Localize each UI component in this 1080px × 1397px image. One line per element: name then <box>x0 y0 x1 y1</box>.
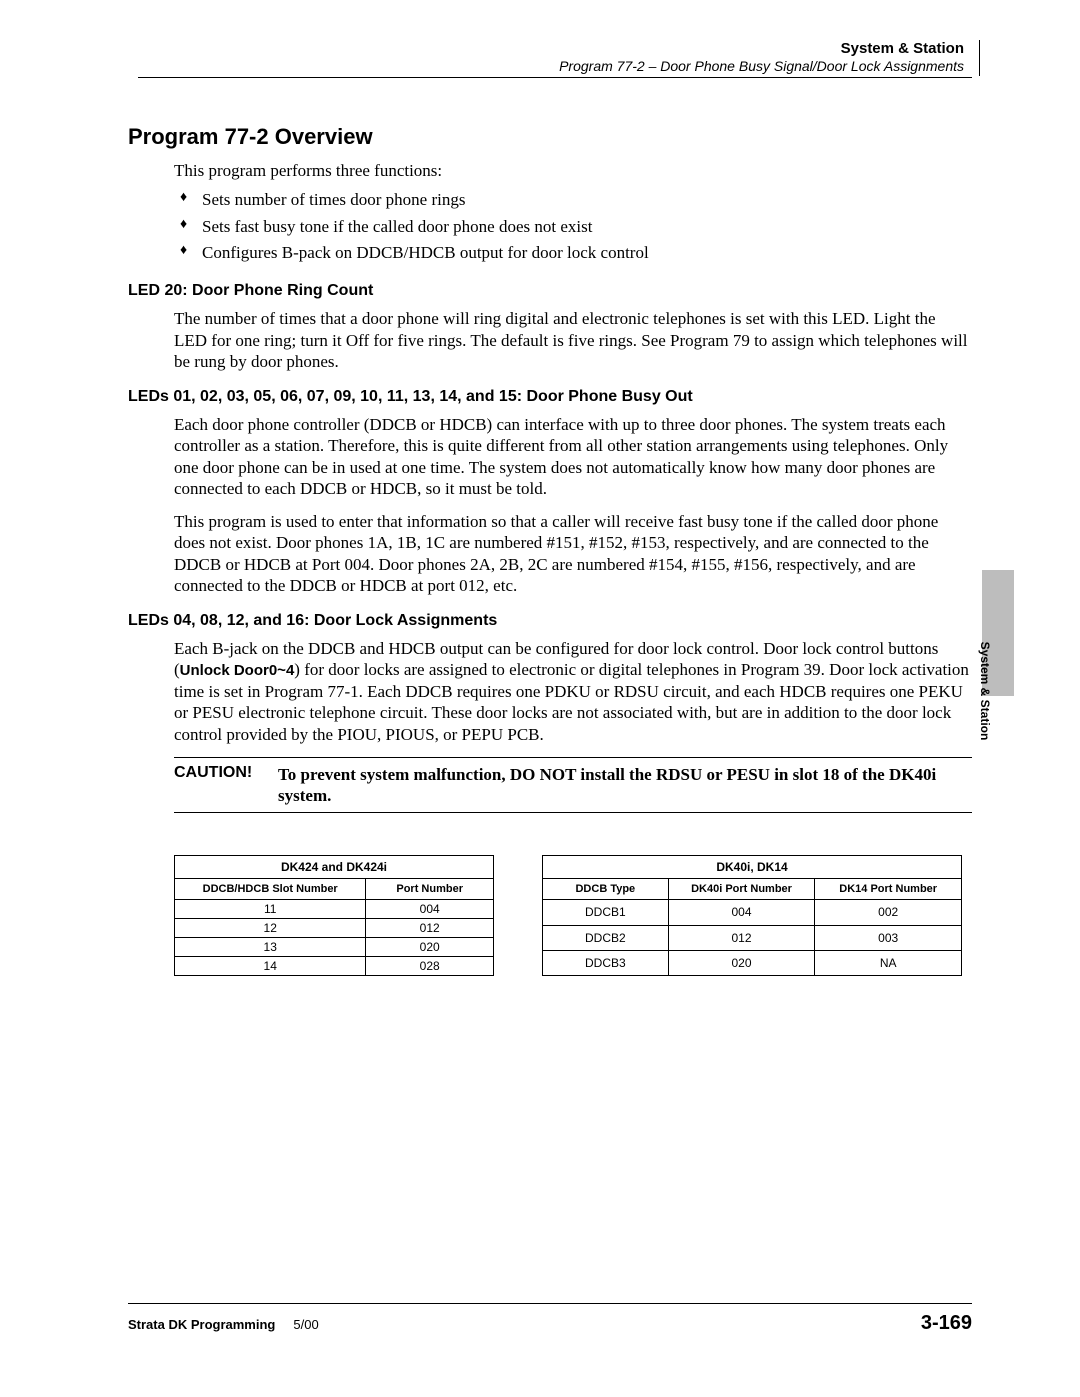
table-cell: 13 <box>175 938 366 957</box>
table-cell: 14 <box>175 957 366 976</box>
bullet-item: Sets fast busy tone if the called door p… <box>174 214 972 240</box>
table-cell: 020 <box>366 938 494 957</box>
table-cell: 002 <box>815 900 962 925</box>
table-row: 12012 <box>175 919 494 938</box>
table-cell: 012 <box>668 925 815 950</box>
table-dk424: DK424 and DK424i DDCB/HDCB Slot Number P… <box>174 855 494 976</box>
bullet-item: Sets number of times door phone rings <box>174 187 972 213</box>
table1-col: Port Number <box>366 879 494 900</box>
caution-block: CAUTION! To prevent system malfunction, … <box>174 757 972 814</box>
table-row: 14028 <box>175 957 494 976</box>
footer-page-number: 3-169 <box>921 1312 972 1335</box>
table2-col: DDCB Type <box>543 879 669 900</box>
table2-col: DK40i Port Number <box>668 879 815 900</box>
table-row: 13020 <box>175 938 494 957</box>
table-row: DDCB1004002 <box>543 900 962 925</box>
table-cell: 012 <box>366 919 494 938</box>
table-cell: 12 <box>175 919 366 938</box>
footer-date: 5/00 <box>293 1317 318 1332</box>
caution-label: CAUTION! <box>174 764 278 782</box>
table-cell: 004 <box>366 900 494 919</box>
caution-text: To prevent system malfunction, DO NOT in… <box>278 764 972 807</box>
table-row: DDCB3020NA <box>543 950 962 975</box>
section-paragraph: The number of times that a door phone wi… <box>174 308 972 372</box>
table-row: 11004 <box>175 900 494 919</box>
section-heading: LEDs 01, 02, 03, 05, 06, 07, 09, 10, 11,… <box>128 388 972 406</box>
table1-col: DDCB/HDCB Slot Number <box>175 879 366 900</box>
tables-container: DK424 and DK424i DDCB/HDCB Slot Number P… <box>174 855 972 976</box>
footer-doc-title: Strata DK Programming <box>128 1317 275 1332</box>
section-paragraph: Each B-jack on the DDCB and HDCB output … <box>174 638 972 745</box>
section-paragraph: This program is used to enter that infor… <box>174 511 972 596</box>
table2-col: DK14 Port Number <box>815 879 962 900</box>
page-footer: Strata DK Programming 5/00 3-169 <box>128 1303 972 1335</box>
table2-title: DK40i, DK14 <box>543 856 962 879</box>
table-row: DDCB2012003 <box>543 925 962 950</box>
section-heading: LED 20: Door Phone Ring Count <box>128 282 972 300</box>
table1-body: 11004120121302014028 <box>175 900 494 976</box>
intro-text: This program performs three functions: <box>174 160 972 181</box>
table1-title: DK424 and DK424i <box>175 856 494 879</box>
table2-body: DDCB1004002DDCB2012003DDCB3020NA <box>543 900 962 976</box>
table-cell: 004 <box>668 900 815 925</box>
bullet-item: Configures B-pack on DDCB/HDCB output fo… <box>174 240 972 266</box>
table-cell: 003 <box>815 925 962 950</box>
lock-para-post: ) for door locks are assigned to electro… <box>174 660 969 743</box>
bullet-list: Sets number of times door phone rings Se… <box>174 187 972 266</box>
header-subtitle: Program 77-2 – Door Phone Busy Signal/Do… <box>128 58 972 74</box>
table-cell: DDCB1 <box>543 900 669 925</box>
page-header: System & Station Program 77-2 – Door Pho… <box>128 40 972 78</box>
header-section: System & Station <box>841 40 972 57</box>
table-dk40i: DK40i, DK14 DDCB Type DK40i Port Number … <box>542 855 962 976</box>
unlock-door-label: Unlock Door0~4 <box>180 662 295 679</box>
table-cell: DDCB2 <box>543 925 669 950</box>
page-title: Program 77-2 Overview <box>128 124 972 150</box>
table-cell: 11 <box>175 900 366 919</box>
table-cell: DDCB3 <box>543 950 669 975</box>
side-tab: System & Station <box>982 570 1014 696</box>
side-tab-label: System & Station <box>978 628 992 754</box>
table-cell: 020 <box>668 950 815 975</box>
table-cell: 028 <box>366 957 494 976</box>
section-heading: LEDs 04, 08, 12, and 16: Door Lock Assig… <box>128 612 972 630</box>
section-paragraph: Each door phone controller (DDCB or HDCB… <box>174 414 972 499</box>
table-cell: NA <box>815 950 962 975</box>
